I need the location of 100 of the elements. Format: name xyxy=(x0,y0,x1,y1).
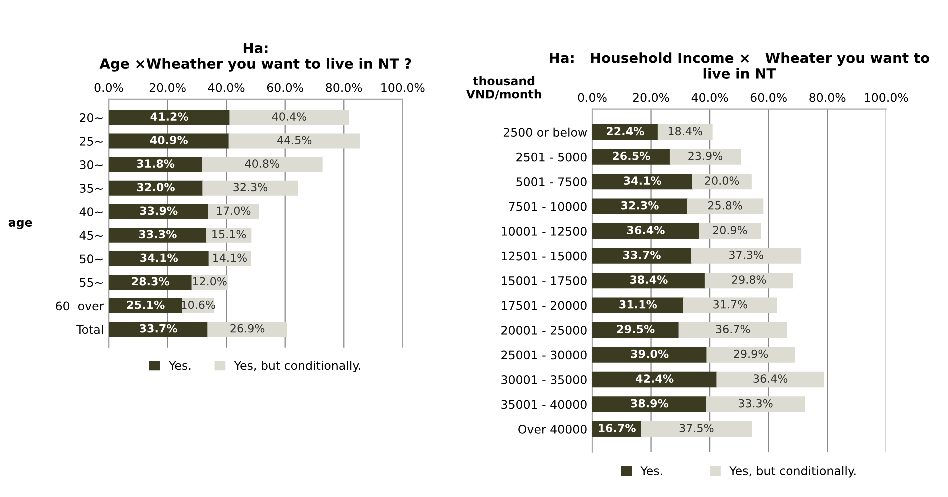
y-tick-label: 15001 - 17500 xyxy=(502,276,587,286)
data-label: 40.9% xyxy=(150,136,188,145)
y-tick-label: 10001 - 12500 xyxy=(502,227,587,236)
data-label: 38.4% xyxy=(630,276,668,284)
data-label: 40.8% xyxy=(245,160,280,168)
x-tick-label: 0.0% xyxy=(578,93,607,102)
bar xyxy=(109,228,208,243)
y-tick-label: 12501 - 15000 xyxy=(502,252,587,261)
data-label: 32.3% xyxy=(621,201,659,210)
x-tick-label: 80.0% xyxy=(326,83,362,92)
y-tick-label: 60 over xyxy=(56,302,104,311)
bar xyxy=(704,272,794,289)
y-tick-label: 40~ xyxy=(80,208,103,217)
data-label: 31.1% xyxy=(620,300,658,309)
data-label: 36.7% xyxy=(716,325,750,334)
bar xyxy=(592,223,700,240)
data-label: 20.9% xyxy=(713,226,748,235)
data-label: 22.4% xyxy=(607,127,644,136)
bar xyxy=(699,223,762,240)
data-label: 33.9% xyxy=(140,206,178,216)
bar xyxy=(592,347,708,363)
legend-label: Yes, but conditionally. xyxy=(234,361,360,372)
bar xyxy=(208,204,260,220)
bar xyxy=(230,110,350,126)
y-axis-title: thousand VND/month xyxy=(466,76,542,100)
y-tick-label: 55~ xyxy=(80,278,103,288)
x-tick-label: 40.0% xyxy=(208,83,245,92)
y-tick-label: 2500 or below xyxy=(504,128,588,138)
y-tick-label: 35001 - 40000 xyxy=(502,400,587,410)
bar xyxy=(592,248,692,264)
data-label: 37.5% xyxy=(680,424,714,432)
data-label: 28.3% xyxy=(132,277,170,286)
bar xyxy=(206,228,252,243)
bar xyxy=(658,124,713,140)
y-tick-label: 25~ xyxy=(80,137,103,146)
chart-title: Ha: Age ×Wheather you want to live in NT ? xyxy=(100,43,412,72)
bar xyxy=(109,180,204,196)
data-label: 12.0% xyxy=(193,277,227,286)
data-label: 38.9% xyxy=(631,399,669,408)
y-tick-label: 20001 - 25000 xyxy=(502,326,587,335)
legend-label: Yes. xyxy=(640,466,662,476)
bar xyxy=(592,174,694,190)
data-label: 44.5% xyxy=(278,136,312,145)
legend-label: Yes, but conditionally. xyxy=(730,466,856,478)
chart-title: Ha: Household Income × Wheater you want to live in NT xyxy=(550,52,930,79)
y-tick-label: 7501 - 10000 xyxy=(509,202,587,212)
y-tick-label: 35~ xyxy=(80,184,103,194)
data-label: 31.8% xyxy=(137,160,175,168)
x-tick-label: 80.0% xyxy=(810,93,846,102)
data-label: 25.1% xyxy=(128,300,165,310)
data-label: 23.9% xyxy=(688,152,723,160)
legend-label: Yes. xyxy=(169,361,191,370)
data-label: 18.4% xyxy=(668,127,702,136)
data-label: 14.1% xyxy=(214,254,247,262)
data-label: 40.4% xyxy=(272,112,306,121)
y-tick-label: 50~ xyxy=(80,254,103,264)
bar xyxy=(641,421,752,438)
bar xyxy=(109,322,208,338)
data-label: 20.0% xyxy=(705,176,740,186)
data-label: 15.1% xyxy=(212,230,246,239)
data-label: 32.3% xyxy=(234,183,268,192)
data-label: 34.1% xyxy=(624,176,662,186)
data-label: 16.7% xyxy=(599,424,636,432)
y-tick-label: 20~ xyxy=(80,113,103,122)
data-label: 33.7% xyxy=(140,324,178,333)
data-label: 31.7% xyxy=(714,300,748,309)
y-axis-title: age xyxy=(8,220,32,230)
data-label: 26.5% xyxy=(613,152,650,160)
bar xyxy=(109,204,210,220)
data-label: 36.4% xyxy=(754,374,788,383)
data-label: 37.3% xyxy=(730,250,764,260)
x-tick-label: 20.0% xyxy=(633,93,670,102)
bar xyxy=(691,248,802,264)
x-tick-label: 40.0% xyxy=(692,93,728,102)
x-tick-label: 0.0% xyxy=(94,83,124,92)
bar xyxy=(706,347,796,363)
bar xyxy=(228,134,360,149)
y-tick-label: 30001 - 35000 xyxy=(502,376,587,384)
bar xyxy=(716,372,824,388)
bar xyxy=(670,149,742,165)
bar xyxy=(692,174,752,190)
bar xyxy=(678,322,788,338)
bar xyxy=(109,251,210,266)
x-tick-label: 60.0% xyxy=(267,83,304,92)
data-label: 34.1% xyxy=(140,254,178,262)
data-label: 33.3% xyxy=(738,399,773,408)
bar xyxy=(592,198,688,214)
bar xyxy=(592,272,706,289)
data-label: 17.0% xyxy=(217,206,251,216)
bar xyxy=(208,322,288,338)
data-label: 29.5% xyxy=(617,325,655,334)
y-tick-label: Over 40000 xyxy=(518,424,587,434)
data-label: 29.8% xyxy=(732,276,766,284)
data-label: 33.3% xyxy=(139,230,177,239)
bar xyxy=(202,157,323,172)
data-label: 32.0% xyxy=(138,183,175,192)
x-tick-label: 60.0% xyxy=(750,93,787,102)
bar xyxy=(109,134,230,149)
data-label: 42.4% xyxy=(636,374,674,383)
bar xyxy=(683,298,778,314)
